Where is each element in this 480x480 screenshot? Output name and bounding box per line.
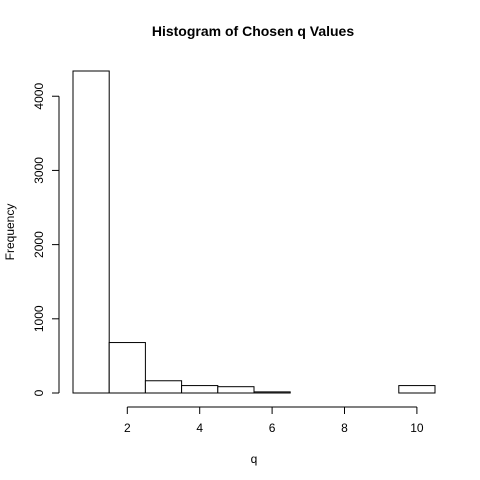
histogram-bar	[72, 70, 110, 394]
x-tick-label: 4	[196, 421, 203, 435]
x-axis-label: q	[251, 452, 258, 466]
histogram-bar	[217, 386, 255, 394]
histogram-bar	[181, 385, 219, 394]
x-tick-label: 2	[124, 421, 131, 435]
x-axis: 2 4 6 8 10	[124, 406, 424, 435]
bars-group	[72, 70, 436, 394]
histogram-bar	[253, 391, 291, 394]
y-tick-label: 3000	[32, 157, 46, 184]
histogram-bar	[108, 342, 146, 394]
x-tick-label: 8	[341, 421, 348, 435]
chart-title: Histogram of Chosen q Values	[152, 23, 354, 39]
y-tick-label: 4000	[32, 83, 46, 110]
y-tick-label: 1000	[32, 305, 46, 332]
x-tick-label: 6	[269, 421, 276, 435]
y-axis-label: Frequency	[3, 204, 17, 261]
y-tick-label: 0	[32, 389, 46, 396]
histogram-bar	[398, 385, 436, 394]
y-axis: 0 1000 2000 3000 4000	[32, 83, 60, 396]
histogram-bar	[144, 380, 183, 394]
x-tick-label: 10	[410, 421, 424, 435]
y-tick-label: 2000	[32, 231, 46, 258]
